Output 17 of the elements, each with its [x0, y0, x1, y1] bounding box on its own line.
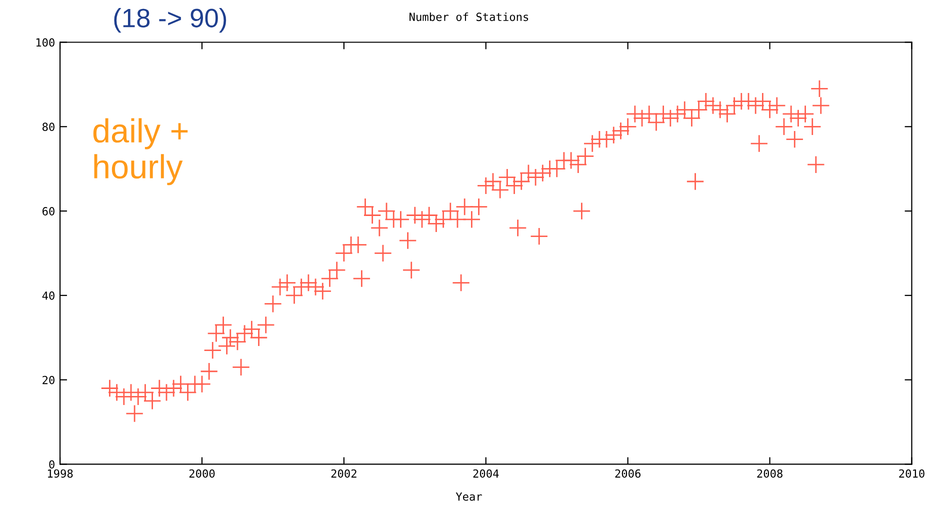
- annotation: daily + hourly: [93, 118, 188, 186]
- y-tick-label: 100: [36, 38, 54, 47]
- y-tick-label: 20: [42, 376, 54, 384]
- x-axis-title: Year: [456, 492, 482, 501]
- text: (18 -> 90): [114, 8, 226, 33]
- y-tick-label: 40: [42, 291, 54, 300]
- y-tick-label: 0: [49, 460, 54, 469]
- y-tick-label: 60: [42, 207, 54, 216]
- x-tick-label: 2002: [331, 469, 356, 478]
- x-tick-label: 2010: [899, 469, 924, 478]
- x-tick-label: 1998: [48, 469, 73, 478]
- x-tick-label: 2006: [615, 469, 640, 478]
- x-tick-label: 2004: [473, 469, 499, 478]
- chart-title: Number of Stations: [410, 12, 528, 22]
- x-tick-label: 2008: [757, 469, 782, 478]
- y-tick-label: 80: [42, 122, 54, 132]
- x-tick-label: 2000: [189, 469, 215, 478]
